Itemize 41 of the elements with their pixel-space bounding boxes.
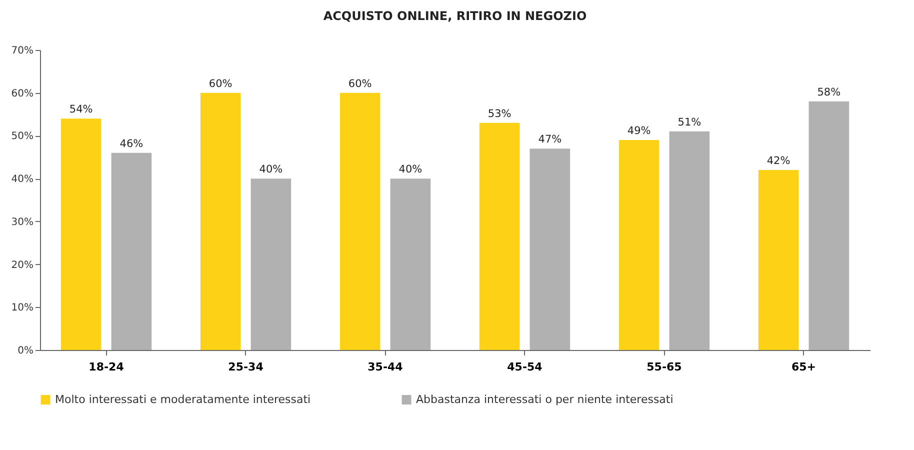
bar <box>200 92 241 350</box>
data-label: 46% <box>120 138 144 150</box>
bar <box>111 152 152 350</box>
x-tick-label: 45-54 <box>507 360 543 374</box>
bar <box>530 148 570 350</box>
y-tick-label: 70% <box>11 46 34 56</box>
data-label: 58% <box>817 86 841 98</box>
bar <box>618 140 660 350</box>
data-label: 51% <box>678 116 702 128</box>
x-tick-label: 65+ <box>791 360 816 374</box>
chart-title: ACQUISTO ONLINE, RITIRO IN NEGOZIO <box>323 9 587 23</box>
legend-label: Abbastanza interessati o per niente interessati <box>416 392 674 406</box>
data-label: 49% <box>627 125 651 137</box>
bar <box>669 131 710 350</box>
legend-label: Molto interessati e moderatamente interessati <box>55 392 311 406</box>
y-tick-label: 0% <box>18 346 34 356</box>
data-label: 53% <box>488 108 512 120</box>
y-tick-label: 50% <box>11 131 34 142</box>
x-tick-label: 18-24 <box>88 360 124 374</box>
data-label: 42% <box>766 155 790 167</box>
x-tick-label: 35-44 <box>368 360 404 374</box>
data-label: 54% <box>69 104 93 116</box>
data-label: 40% <box>398 164 422 176</box>
y-tick-label: 10% <box>11 302 34 314</box>
bar <box>479 122 520 350</box>
y-tick-label: 60% <box>11 88 34 100</box>
y-tick-label: 30% <box>11 216 34 228</box>
x-tick-label: 55-65 <box>646 360 682 374</box>
bar <box>390 178 431 350</box>
bar <box>340 92 380 350</box>
data-label: 60% <box>348 78 372 90</box>
data-label: 47% <box>538 134 562 146</box>
data-label: 40% <box>259 164 283 176</box>
bar <box>758 170 799 350</box>
bar <box>808 101 850 350</box>
x-tick-label: 25-34 <box>228 360 264 374</box>
y-tick-label: 20% <box>11 260 34 271</box>
data-label: 60% <box>208 78 232 90</box>
y-tick-label: 40% <box>11 174 34 186</box>
bar <box>250 178 292 350</box>
bar <box>60 118 102 350</box>
